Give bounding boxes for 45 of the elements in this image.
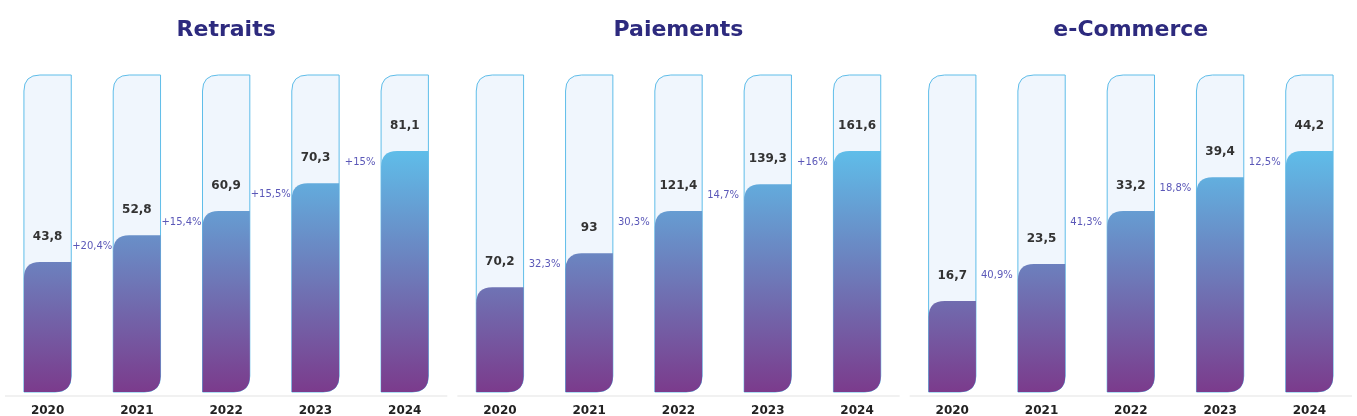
x-tick-label: 2022 — [661, 403, 696, 416]
annotation: +15,5% — [250, 188, 291, 200]
annotation: 40,9% — [981, 268, 1013, 280]
chart-title: Paiements — [613, 16, 744, 41]
x-tick-label: 2021 — [1024, 403, 1059, 416]
data-label: 39,4 — [1205, 144, 1235, 159]
data-label: 121,4 — [659, 178, 698, 193]
x-tick-label: 2024 — [1292, 403, 1327, 416]
data-label: 70,2 — [485, 254, 515, 269]
data-label: 70,3 — [300, 150, 331, 165]
annotation: +20,4% — [72, 240, 113, 252]
x-tick-label: 2023 — [751, 403, 785, 416]
x-tick-label: 2024 — [388, 403, 422, 416]
annotation: +16% — [797, 156, 828, 168]
x-tick-label: 2021 — [572, 403, 606, 416]
annotation: 12,5% — [1248, 156, 1281, 168]
data-label: 161,6 — [838, 118, 877, 133]
x-tick-label: 2022 — [209, 403, 243, 416]
data-label: 139,3 — [748, 151, 787, 166]
annotation: 18,8% — [1159, 182, 1192, 194]
x-tick-label: 2023 — [298, 403, 333, 416]
x-tick-label: 2020 — [30, 403, 65, 416]
annotation: 30,3% — [617, 216, 650, 228]
annotation: +15,4% — [161, 216, 202, 228]
x-tick-label: 2020 — [935, 403, 969, 416]
chart-title: e-Commerce — [1053, 16, 1209, 41]
annotation: 32,3% — [528, 258, 561, 270]
annotation: 14,7% — [707, 189, 740, 201]
data-label: 52,8 — [122, 202, 152, 217]
data-label: 44,2 — [1294, 118, 1325, 133]
chart-title: Retraits — [176, 16, 276, 41]
data-label: 43,8 — [32, 228, 63, 243]
data-label: 93 — [580, 220, 598, 235]
annotation: +15% — [344, 156, 376, 168]
data-label: 23,5 — [1026, 230, 1057, 245]
annotation: 41,3% — [1070, 216, 1103, 228]
data-label: 81,1 — [389, 118, 420, 133]
x-tick-label: 2024 — [840, 403, 874, 416]
data-label: 60,9 — [211, 178, 241, 193]
data-label: 16,7 — [937, 267, 968, 282]
x-tick-label: 2021 — [120, 403, 154, 416]
x-tick-label: 2023 — [1203, 403, 1237, 416]
x-tick-label: 2022 — [1114, 403, 1148, 416]
data-label: 33,2 — [1116, 178, 1146, 193]
x-tick-label: 2020 — [483, 403, 517, 416]
